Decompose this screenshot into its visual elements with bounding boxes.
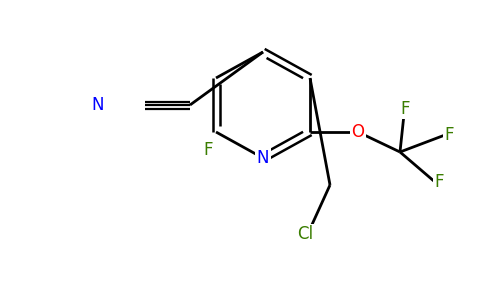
Text: F: F <box>203 141 213 159</box>
Text: Cl: Cl <box>297 225 313 243</box>
Text: N: N <box>92 96 104 114</box>
Text: F: F <box>434 173 444 191</box>
Text: O: O <box>351 123 364 141</box>
Text: F: F <box>400 100 410 118</box>
Text: F: F <box>444 126 454 144</box>
Text: N: N <box>257 149 269 167</box>
